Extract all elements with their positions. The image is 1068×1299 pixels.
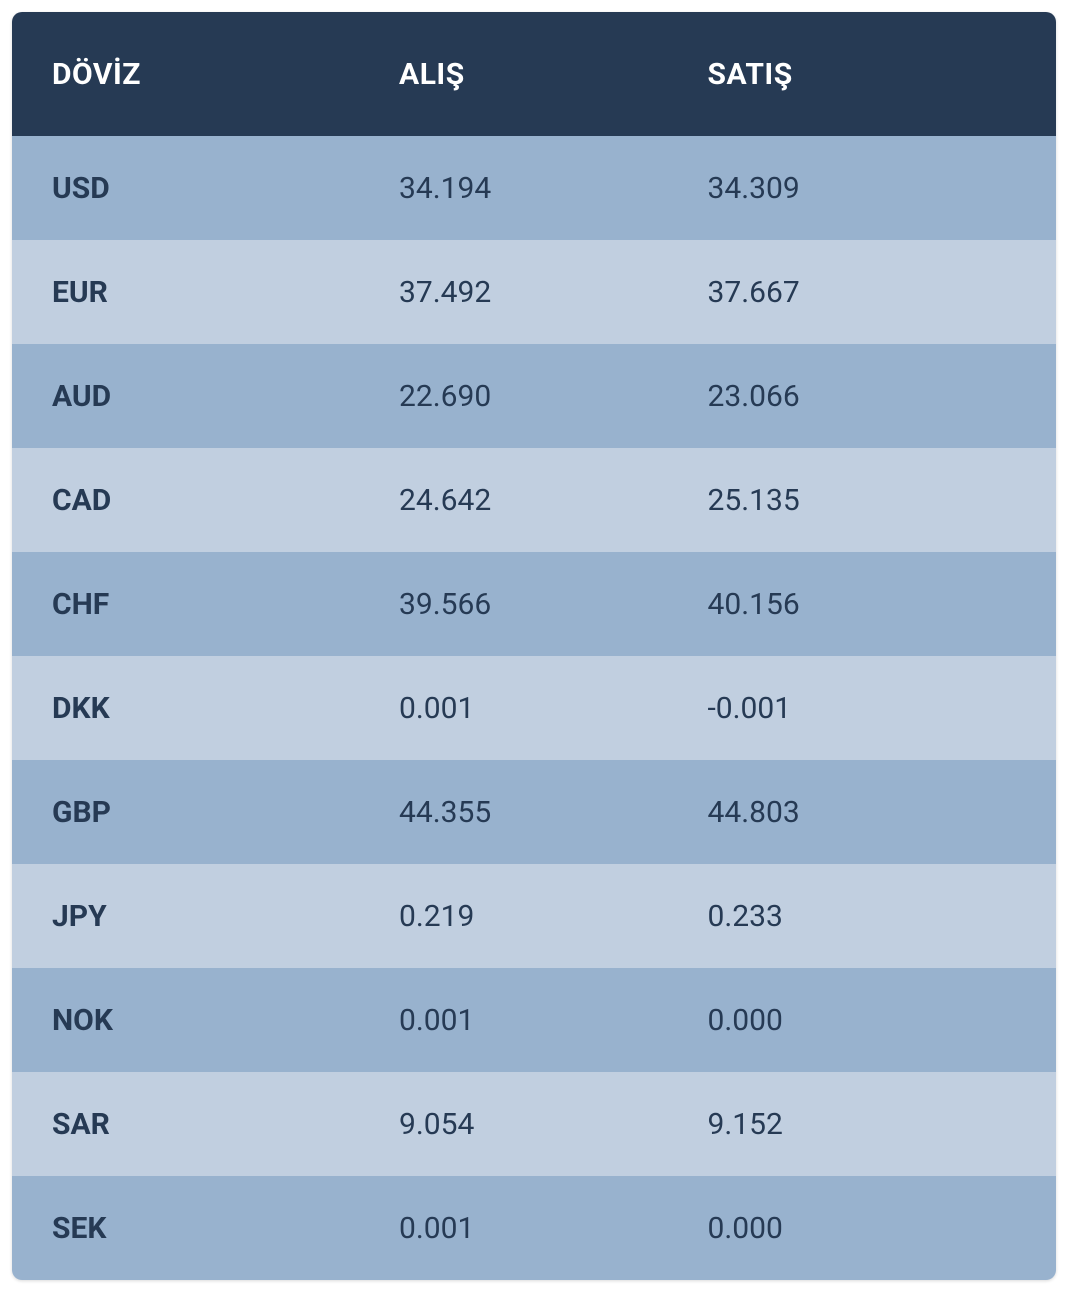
table-row: DKK0.001-0.001	[12, 656, 1056, 760]
currency-code: EUR	[52, 275, 399, 310]
buy-value: 44.355	[399, 795, 707, 830]
table-row: CAD24.64225.135	[12, 448, 1056, 552]
buy-value: 0.001	[399, 1211, 707, 1246]
table-row: CHF39.56640.156	[12, 552, 1056, 656]
col-header-sell: SATIŞ	[708, 57, 1016, 92]
table-header: DÖVİZ ALIŞ SATIŞ	[12, 12, 1056, 136]
currency-code: NOK	[52, 1003, 399, 1038]
buy-value: 39.566	[399, 587, 707, 622]
table-row: JPY0.2190.233	[12, 864, 1056, 968]
table-body: USD34.19434.309EUR37.49237.667AUD22.6902…	[12, 136, 1056, 1280]
sell-value: 0.000	[708, 1003, 1016, 1038]
table-row: SAR9.0549.152	[12, 1072, 1056, 1176]
sell-value: 23.066	[708, 379, 1016, 414]
currency-code: CAD	[52, 483, 399, 518]
currency-code: SEK	[52, 1211, 399, 1246]
buy-value: 9.054	[399, 1107, 707, 1142]
buy-value: 0.001	[399, 1003, 707, 1038]
sell-value: 25.135	[708, 483, 1016, 518]
col-header-currency: DÖVİZ	[52, 57, 399, 92]
sell-value: 34.309	[708, 171, 1016, 206]
table-row: SEK0.0010.000	[12, 1176, 1056, 1280]
buy-value: 0.219	[399, 899, 707, 934]
col-header-buy: ALIŞ	[399, 57, 707, 92]
currency-table: DÖVİZ ALIŞ SATIŞ USD34.19434.309EUR37.49…	[12, 12, 1056, 1280]
sell-value: -0.001	[708, 691, 1016, 726]
buy-value: 37.492	[399, 275, 707, 310]
buy-value: 0.001	[399, 691, 707, 726]
sell-value: 40.156	[708, 587, 1016, 622]
currency-code: SAR	[52, 1107, 399, 1142]
buy-value: 34.194	[399, 171, 707, 206]
sell-value: 0.233	[708, 899, 1016, 934]
table-row: GBP44.35544.803	[12, 760, 1056, 864]
currency-code: AUD	[52, 379, 399, 414]
currency-code: JPY	[52, 899, 399, 934]
table-row: AUD22.69023.066	[12, 344, 1056, 448]
table-row: NOK0.0010.000	[12, 968, 1056, 1072]
buy-value: 22.690	[399, 379, 707, 414]
currency-code: USD	[52, 171, 399, 206]
buy-value: 24.642	[399, 483, 707, 518]
currency-code: GBP	[52, 795, 399, 830]
table-row: EUR37.49237.667	[12, 240, 1056, 344]
currency-code: CHF	[52, 587, 399, 622]
sell-value: 0.000	[708, 1211, 1016, 1246]
table-row: USD34.19434.309	[12, 136, 1056, 240]
sell-value: 9.152	[708, 1107, 1016, 1142]
sell-value: 44.803	[708, 795, 1016, 830]
currency-code: DKK	[52, 691, 399, 726]
sell-value: 37.667	[708, 275, 1016, 310]
